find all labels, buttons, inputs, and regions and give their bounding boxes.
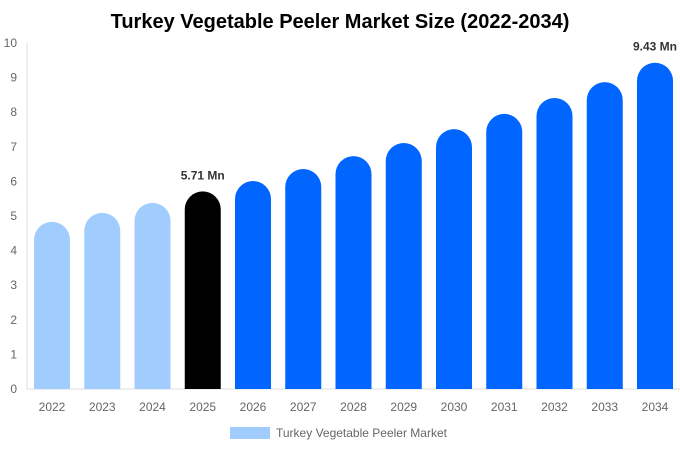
bar-2028[interactable] bbox=[335, 156, 372, 389]
y-tick-label: 5 bbox=[10, 209, 17, 223]
y-tick-label: 7 bbox=[10, 140, 17, 154]
x-tick-label: 2026 bbox=[240, 400, 267, 414]
data-label-2034: 9.43 Mn bbox=[633, 40, 677, 54]
x-tick-label: 2031 bbox=[491, 400, 518, 414]
x-tick-label: 2024 bbox=[139, 400, 166, 414]
y-tick-label: 0 bbox=[10, 382, 17, 396]
x-tick-label: 2025 bbox=[189, 400, 216, 414]
bar-2027[interactable] bbox=[285, 168, 322, 389]
x-tick-label: 2032 bbox=[541, 400, 568, 414]
x-tick-label: 2022 bbox=[39, 400, 66, 414]
x-tick-label: 2023 bbox=[89, 400, 116, 414]
x-tick-label: 2030 bbox=[441, 400, 468, 414]
legend-swatch[interactable] bbox=[230, 427, 270, 439]
bar-2024[interactable] bbox=[134, 202, 171, 389]
bar-2023[interactable] bbox=[84, 212, 121, 389]
bar-2026[interactable] bbox=[235, 181, 271, 389]
y-tick-label: 1 bbox=[10, 347, 17, 361]
x-tick-label: 2029 bbox=[390, 400, 417, 414]
y-tick-label: 10 bbox=[4, 36, 18, 50]
y-tick-label: 4 bbox=[10, 244, 17, 258]
bar-2022[interactable] bbox=[34, 221, 70, 389]
y-tick-label: 3 bbox=[10, 278, 17, 292]
legend-label[interactable]: Turkey Vegetable Peeler Market bbox=[276, 426, 448, 440]
bar-2033[interactable] bbox=[586, 82, 623, 390]
chart-title: Turkey Vegetable Peeler Market Size (202… bbox=[111, 11, 570, 33]
x-tick-label: 2028 bbox=[340, 400, 367, 414]
x-tick-label: 2033 bbox=[591, 400, 618, 414]
bar-2032[interactable] bbox=[536, 98, 573, 389]
bar-2031[interactable] bbox=[486, 113, 523, 389]
y-tick-label: 2 bbox=[10, 313, 17, 327]
y-tick-label: 6 bbox=[10, 174, 17, 188]
x-tick-label: 2027 bbox=[290, 400, 317, 414]
data-label-2025: 5.71 Mn bbox=[181, 168, 225, 182]
bar-2034[interactable] bbox=[637, 62, 673, 389]
bar-2025[interactable] bbox=[184, 191, 221, 389]
x-tick-label: 2034 bbox=[642, 400, 669, 414]
bar-2030[interactable] bbox=[436, 129, 472, 390]
y-tick-label: 8 bbox=[10, 105, 17, 119]
y-tick-label: 9 bbox=[10, 71, 17, 85]
bar-2029[interactable] bbox=[385, 142, 422, 389]
